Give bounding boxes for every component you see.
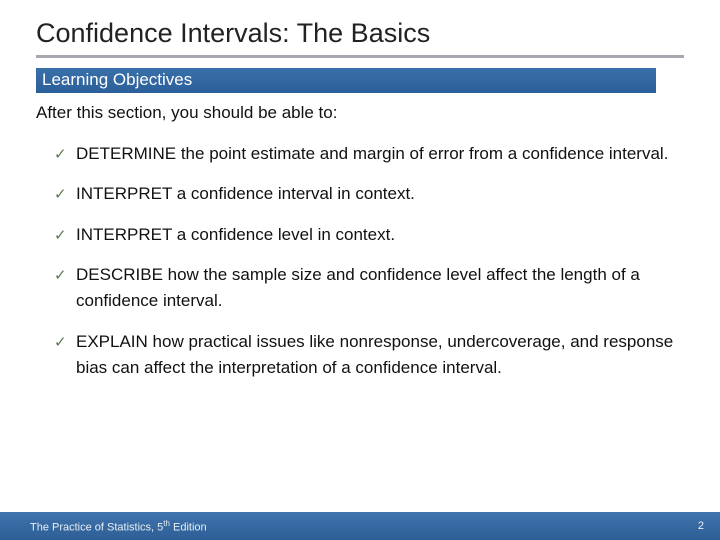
objective-text: INTERPRET a confidence level in context. (76, 225, 395, 244)
check-icon: ✓ (54, 331, 67, 354)
footer-bar: The Practice of Statistics, 5th Edition … (0, 512, 720, 540)
objective-text: DESCRIBE how the sample size and confide… (76, 265, 640, 310)
list-item: ✓ DETERMINE the point estimate and margi… (54, 141, 684, 167)
footer-text-pre: The Practice of Statistics, 5 (30, 521, 163, 533)
slide: Confidence Intervals: The Basics Learnin… (0, 0, 720, 540)
page-title: Confidence Intervals: The Basics (36, 18, 684, 58)
check-icon: ✓ (54, 183, 67, 206)
list-item: ✓ EXPLAIN how practical issues like nonr… (54, 329, 684, 382)
check-icon: ✓ (54, 143, 67, 166)
objective-text: INTERPRET a confidence interval in conte… (76, 184, 415, 203)
footer-left: The Practice of Statistics, 5th Edition (30, 519, 207, 534)
list-item: ✓ INTERPRET a confidence level in contex… (54, 222, 684, 248)
check-icon: ✓ (54, 264, 67, 287)
check-icon: ✓ (54, 224, 67, 247)
subtitle-bar: Learning Objectives (36, 68, 656, 93)
objectives-list: ✓ DETERMINE the point estimate and margi… (36, 141, 684, 381)
footer-text-post: Edition (170, 521, 207, 533)
footer-text-sup: th (163, 519, 170, 528)
list-item: ✓ INTERPRET a confidence interval in con… (54, 181, 684, 207)
objective-text: EXPLAIN how practical issues like nonres… (76, 332, 673, 377)
objective-text: DETERMINE the point estimate and margin … (76, 144, 668, 163)
page-number: 2 (698, 520, 704, 532)
list-item: ✓ DESCRIBE how the sample size and confi… (54, 262, 684, 315)
intro-text: After this section, you should be able t… (36, 103, 684, 123)
